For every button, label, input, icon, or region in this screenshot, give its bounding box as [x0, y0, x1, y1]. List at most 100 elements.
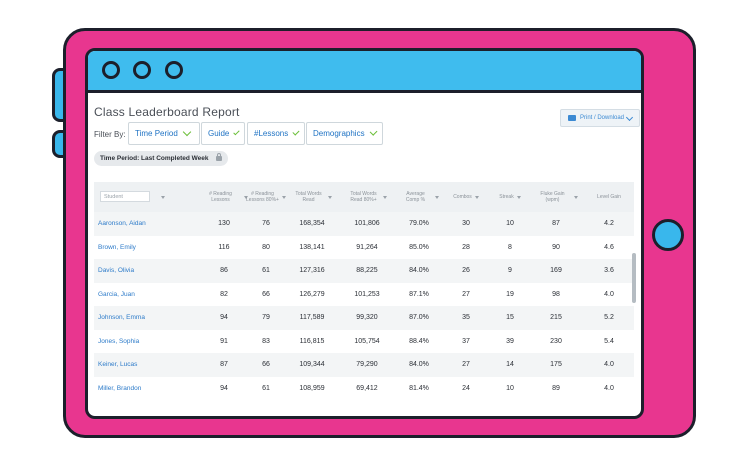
time-period-badge-label: Time Period: Last Completed Week	[100, 155, 209, 162]
cell-comp: 87.1%	[409, 290, 429, 298]
cell-words: 117,589	[299, 314, 325, 322]
cell-lessons80: 80	[262, 243, 270, 251]
table-row: Jones, Sophia 91 83 116,815 105,754 88.4% 37 39…	[94, 330, 634, 354]
col-streak[interactable]: Streak	[491, 182, 529, 212]
col-combos[interactable]: Combos	[446, 182, 486, 212]
sort-icon	[160, 195, 165, 199]
cell-lessons: 116	[218, 243, 230, 251]
sort-icon	[474, 195, 479, 199]
cell-lessons80: 66	[262, 290, 270, 298]
cell-words: 109,344	[299, 361, 325, 369]
cell-words: 138,141	[299, 243, 325, 251]
window-dot-3[interactable]	[165, 61, 183, 79]
cell-fluke: 215	[550, 314, 562, 322]
col-total-words[interactable]: Total Words Read	[292, 182, 332, 212]
cell-lessons: 82	[220, 290, 228, 298]
col-fluke-gain[interactable]: Fluke Gain (wpm)	[534, 182, 578, 212]
table-header: Student # Reading Lessons # Reading Less…	[94, 182, 634, 212]
filter-label: Time Period	[135, 129, 178, 138]
col-average-comp[interactable]: Average Comp %	[399, 182, 439, 212]
cell-fluke: 98	[552, 290, 560, 298]
cell-comp: 84.0%	[409, 361, 429, 369]
cell-streak: 9	[508, 267, 512, 275]
col-level-gain[interactable]: Level Gain	[597, 194, 621, 200]
cell-lessons: 94	[220, 384, 228, 392]
table-row: Brown, Emily 116 80 138,141 91,264 85.0% 28 8 90…	[94, 236, 634, 260]
sort-student[interactable]	[154, 182, 168, 212]
cell-level: 5.4	[604, 337, 614, 345]
filter-demographics[interactable]: Demographics	[306, 122, 383, 145]
filter-label: #Lessons	[254, 129, 289, 138]
table-row: Garcia, Juan 82 66 126,279 101,253 87.1% 27 19 9…	[94, 283, 634, 307]
sort-icon	[328, 195, 332, 199]
cell-combos: 28	[462, 243, 470, 251]
cell-lessons80: 76	[262, 220, 270, 228]
cell-words: 127,316	[299, 267, 325, 275]
col-reading-lessons-80[interactable]: # Reading Lessons 80%+	[246, 182, 286, 212]
cell-lessons80: 83	[262, 337, 270, 345]
table-row: Davis, Olivia 86 61 127,316 88,225 84.0% 26 9 16…	[94, 259, 634, 283]
cell-words: 126,279	[299, 290, 325, 298]
col-reading-lessons[interactable]: # Reading Lessons	[200, 182, 248, 212]
window-dot-1[interactable]	[102, 61, 120, 79]
cell-words80: 69,412	[356, 384, 378, 392]
time-period-badge: Time Period: Last Completed Week	[94, 151, 229, 166]
cell-lessons: 130	[218, 220, 230, 228]
window-dot-2[interactable]	[133, 61, 151, 79]
student-name-link[interactable]: Davis, Olivia	[98, 267, 135, 275]
window-titlebar	[88, 51, 641, 93]
cell-lessons: 91	[220, 337, 228, 345]
vertical-scrollbar[interactable]	[632, 253, 636, 303]
cell-combos: 37	[462, 337, 470, 345]
cell-comp: 85.0%	[409, 243, 429, 251]
student-name-link[interactable]: Garcia, Juan	[98, 290, 135, 298]
cell-lessons80: 79	[262, 314, 270, 322]
cell-words80: 79,290	[356, 361, 378, 369]
cell-level: 4.0	[604, 290, 614, 298]
print-download-button[interactable]: Print / Download	[560, 109, 640, 127]
student-name-link[interactable]: Jones, Sophia	[98, 337, 140, 345]
cell-combos: 27	[462, 290, 470, 298]
tablet-home-button[interactable]	[652, 219, 684, 251]
leaderboard-table: Student # Reading Lessons # Reading Less…	[94, 182, 634, 400]
cell-combos: 27	[462, 361, 470, 369]
cell-words: 116,815	[299, 337, 325, 345]
cell-fluke: 169	[550, 267, 562, 275]
cell-combos: 35	[462, 314, 470, 322]
sort-icon	[244, 195, 248, 199]
cell-streak: 10	[506, 384, 514, 392]
student-filter-input[interactable]: Student	[100, 191, 150, 202]
cell-streak: 10	[506, 220, 514, 228]
col-total-words-80[interactable]: Total Words Read 80%+	[347, 182, 387, 212]
student-name-link[interactable]: Keiner, Lucas	[98, 361, 138, 369]
cell-fluke: 230	[550, 337, 562, 345]
filter-time-period[interactable]: Time Period	[128, 122, 200, 145]
cell-lessons80: 61	[262, 267, 270, 275]
filter-lessons[interactable]: #Lessons	[247, 122, 305, 145]
student-name-link[interactable]: Johnson, Emma	[98, 314, 145, 322]
sort-icon	[516, 195, 521, 199]
cell-words80: 101,253	[354, 290, 380, 298]
sort-icon	[282, 195, 286, 199]
printer-icon	[567, 115, 576, 121]
cell-streak: 19	[506, 290, 514, 298]
cell-lessons: 86	[220, 267, 228, 275]
cell-words80: 88,225	[356, 267, 378, 275]
cell-words: 168,354	[299, 220, 325, 228]
chevron-down-icon	[369, 127, 378, 137]
filter-guide[interactable]: Guide	[201, 122, 245, 145]
student-name-link[interactable]: Brown, Emily	[98, 243, 136, 251]
filter-by-label: Filter By:	[94, 130, 126, 139]
cell-lessons80: 61	[262, 384, 270, 392]
cell-comp: 81.4%	[409, 384, 429, 392]
cell-lessons80: 66	[262, 361, 270, 369]
cell-words: 108,959	[299, 384, 325, 392]
cell-comp: 79.0%	[409, 220, 429, 228]
cell-words80: 105,754	[354, 337, 380, 345]
student-name-link[interactable]: Aaronson, Aidan	[98, 220, 146, 228]
table-row: Johnson, Emma 94 79 117,589 99,320 87.0% 35 15 2…	[94, 306, 634, 330]
cell-streak: 15	[506, 314, 514, 322]
cell-level: 3.6	[604, 267, 614, 275]
student-name-link[interactable]: Miller, Brandon	[98, 384, 142, 392]
cell-streak: 8	[508, 243, 512, 251]
